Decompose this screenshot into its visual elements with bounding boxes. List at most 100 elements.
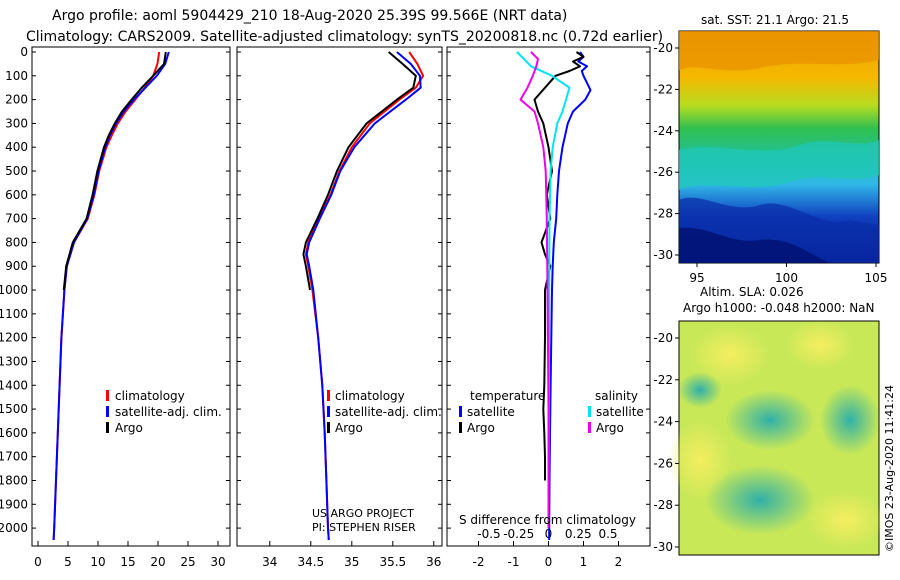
legend-swatch-sal-satellite [588,406,591,417]
legend-swatch-sal-argo [588,422,591,433]
x-tick-label: 20 [150,555,165,569]
x-tick-label: 34.5 [297,555,324,569]
project-credit: US ARGO PROJECT [312,507,414,520]
sla-low-anomaly [725,390,815,450]
sst-coldest-water [679,227,830,263]
map-y-tick-label: -28 [653,207,673,221]
depth-tick-label: 1600 [0,426,28,440]
x-tick-label: 35.5 [379,555,406,569]
pi-credit: PI: STEPHEN RISER [312,521,416,534]
map-y-tick-label: -28 [653,498,673,512]
depth-tick-label: 2000 [0,521,28,535]
sst-map-title: sat. SST: 21.1 Argo: 21.5 [701,13,849,27]
salinity-legend: climatology satellite-adj. clim. Argo US… [312,389,442,534]
legend-label-temp-satellite: satellite [467,405,515,419]
map-x-tick-label: 105 [865,271,888,285]
map-y-tick-label: -22 [653,373,673,387]
depth-tick-label: 100 [5,69,28,83]
imos-credit: ©IMOS 23-Aug-2020 11:41:24 [883,385,896,552]
sst-warm-tongue [679,140,879,190]
legend-title-temperature: temperature [470,389,545,403]
sla-low-anomaly [705,465,815,535]
legend-label-climatology: climatology [335,389,405,403]
depth-tick-label: 900 [5,259,28,273]
series-line-satellite-adj-clim- [52,51,170,541]
map-y-tick-label: -24 [653,415,673,429]
depth-tick-label: 1900 [0,497,28,511]
legend-swatch-satellite [106,406,109,417]
legend-swatch-argo [327,422,330,433]
depth-tick-label: 1300 [0,354,28,368]
series-line-satellite-adj-clim- [305,51,422,541]
depth-tick-label: 600 [5,188,28,202]
map-y-tick-label: -20 [653,331,673,345]
series-line-temperature-satellite [548,51,592,540]
series-line-salinity-satellite [516,51,571,529]
series-line-argo [62,51,167,291]
x-tick-label: 5 [64,555,72,569]
map-y-tick-label: -24 [653,124,673,138]
legend-label-temp-argo: Argo [467,421,495,435]
sla-high-anomaly [690,325,770,385]
depth-tick-label: 1000 [0,283,28,297]
depth-tick-label: 0 [20,45,28,59]
sla-high-anomaly [785,320,855,370]
temperature-legend: climatology satellite-adj. clim. Argo [106,389,222,435]
sla-high-anomaly [805,490,885,550]
series-line-argo [302,51,417,291]
s-diff-tick-label: -0.5 [477,527,500,541]
legend-swatch-climatology [327,390,330,401]
x-tick-label: 10 [90,555,105,569]
sst-warmest-water [679,31,879,71]
legend-swatch-temp-satellite [459,406,462,417]
legend-label-satellite: satellite-adj. clim. [335,405,442,419]
x-tick-label: 0 [34,555,42,569]
x-tick-label: 1 [580,555,588,569]
map-x-tick-label: 100 [775,271,798,285]
sla-map-axes: -20 -22 -24 -26 -28 -30 [653,331,679,554]
sla-low-anomaly [820,385,880,455]
depth-tick-label: 500 [5,164,28,178]
x-tick-label: 30 [210,555,225,569]
legend-label-satellite: satellite-adj. clim. [115,405,222,419]
x-tick-label: -1 [508,555,520,569]
legend-label-argo: Argo [115,421,143,435]
legend-swatch-temp-argo [459,422,462,433]
x-tick-label: -2 [473,555,485,569]
x-tick-label: 34 [262,555,277,569]
depth-tick-label: 1800 [0,473,28,487]
map-y-tick-label: -30 [653,540,673,554]
sla-low-anomaly [678,372,722,408]
temperature-plot: 0 5 10 15 20 25 30 [32,51,230,569]
sst-map [678,30,880,264]
sla-map [668,320,885,556]
depth-tick-label: 1400 [0,378,28,392]
x-tick-label: 15 [120,555,135,569]
depth-tick-label: 400 [5,140,28,154]
map-y-tick-label: -26 [653,456,673,470]
map-y-tick-label: -20 [653,41,673,55]
depth-tick-label: 1100 [0,307,28,321]
s-diff-tick-label: -0.25 [503,527,534,541]
legend-label-argo: Argo [335,421,363,435]
s-diff-tick-label: 0.5 [598,527,617,541]
legend-label-sal-argo: Argo [596,421,624,435]
depth-tick-label: 1500 [0,402,28,416]
salinity-plot: 34 34.5 35 35.5 36 [237,51,442,569]
map-y-tick-label: -30 [653,248,673,262]
legend-swatch-climatology [106,390,109,401]
depth-tick-label: 1700 [0,450,28,464]
depth-tick-label: 700 [5,212,28,226]
temperature-panel-frame [31,46,231,547]
x-tick-label: 0 [545,555,553,569]
salinity-panel-frame [236,46,443,547]
series-line-climatology [52,51,161,541]
map-x-tick-label: 95 [689,271,704,285]
depth-tick-label: 200 [5,93,28,107]
x-tick-label: 35 [344,555,359,569]
legend-title-salinity: salinity [595,389,638,403]
sla-map-title1: Altim. SLA: 0.026 [700,285,804,299]
legend-label-climatology: climatology [115,389,185,403]
header-line2: Climatology: CARS2009. Satellite-adjuste… [26,29,663,45]
